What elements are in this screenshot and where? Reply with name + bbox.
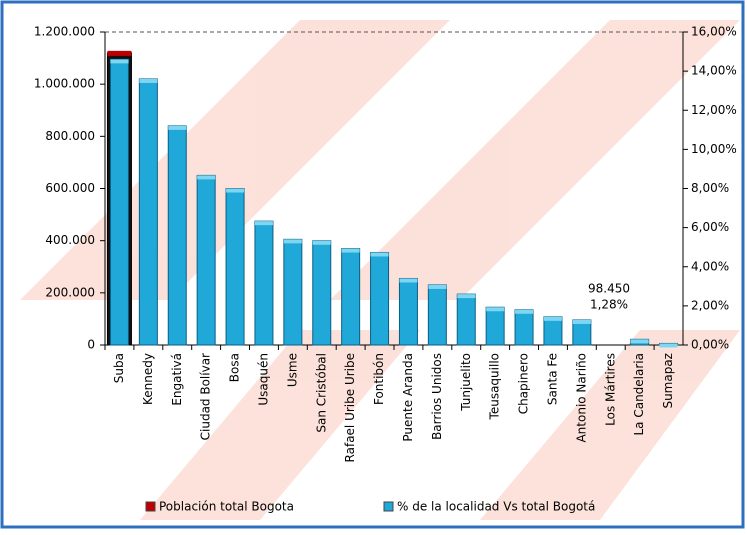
legend-swatch — [145, 501, 156, 512]
bar — [167, 125, 187, 346]
bar-top — [312, 240, 331, 245]
x-tick-label: Rafael Uribe Uribe — [343, 353, 357, 462]
x-tick-label: Suba — [112, 353, 126, 383]
bar-top — [110, 59, 129, 64]
bar — [427, 284, 447, 346]
bar — [312, 240, 332, 346]
y-tick-label: 1.000.000 — [34, 77, 95, 91]
y2-tick-label: 6,00% — [691, 220, 729, 234]
bar-top — [630, 339, 649, 344]
y2-tick-label: 14,00% — [691, 64, 737, 78]
y2-tick-label: 10,00% — [691, 142, 737, 156]
x-tick-label: Sumapaz — [661, 353, 675, 409]
bar — [341, 248, 361, 346]
y2-tick-label: 12,00% — [691, 103, 737, 117]
bar-top — [486, 307, 505, 312]
x-tick-label: Bosa — [228, 353, 242, 382]
y2-tick-label: 0,00% — [691, 338, 729, 352]
y-tick-label: 0 — [87, 338, 95, 352]
x-tick-label: Barrios Unidos — [430, 353, 444, 440]
x-tick-label: Chapinero — [517, 353, 531, 414]
x-tick-label: Usaquén — [256, 353, 270, 406]
x-tick-label: Kennedy — [141, 353, 155, 405]
bar — [109, 58, 129, 346]
bar — [543, 316, 563, 346]
x-tick-label: Teusaquillo — [488, 353, 502, 420]
bar — [225, 188, 245, 346]
x-tick-label: Antonio Nariño — [574, 353, 588, 443]
y-tick-label: 600.000 — [45, 181, 95, 195]
bar — [254, 220, 274, 346]
bar-top — [283, 239, 302, 244]
annotation: 1,28% — [590, 298, 628, 312]
y2-tick-label: 4,00% — [691, 259, 729, 273]
legend-label: % de la localidad Vs total Bogotá — [397, 500, 595, 514]
legend-label: Población total Bogota — [159, 500, 294, 514]
annotation: 98.450 — [588, 282, 630, 296]
y2-tick-label: 2,00% — [691, 298, 729, 312]
bar-top — [341, 248, 360, 253]
bar — [138, 78, 158, 346]
y-tick-label: 1.200.000 — [34, 25, 95, 39]
x-tick-label: Puente Aranda — [401, 353, 415, 442]
x-tick-label: Tunjuelito — [459, 353, 473, 412]
bar — [514, 309, 534, 346]
y2-tick-label: 8,00% — [691, 181, 729, 195]
bar-top — [572, 319, 591, 324]
bar — [485, 306, 505, 346]
bar-top — [543, 316, 562, 321]
x-tick-label: Engativá — [170, 353, 184, 406]
bar — [456, 293, 476, 346]
bar-top — [428, 284, 447, 289]
x-tick-label: La Candelaria — [632, 353, 646, 436]
bar-top — [168, 125, 187, 130]
legend-swatch — [383, 501, 394, 512]
x-tick-label: Ciudad Bolívar — [199, 353, 213, 440]
bar-top — [197, 175, 216, 180]
bar-top — [399, 278, 418, 283]
x-tick-label: Usme — [285, 353, 299, 387]
x-tick-label: San Cristóbal — [314, 353, 328, 433]
bar-top — [139, 78, 158, 83]
bar-top — [659, 343, 678, 348]
bar-top — [254, 221, 273, 226]
bar — [196, 174, 216, 346]
bar-top — [515, 309, 534, 314]
bar-top — [226, 188, 245, 193]
bar-top — [457, 294, 476, 299]
y-tick-label: 400.000 — [45, 233, 95, 247]
x-tick-label: Santa Fe — [545, 353, 559, 405]
x-tick-label: Los Mártires — [603, 353, 617, 426]
bar — [370, 251, 390, 346]
x-tick-label: Fontibón — [372, 353, 386, 405]
y2-tick-label: 16,00% — [691, 25, 737, 39]
y-tick-label: 200.000 — [45, 285, 95, 299]
bar-top — [370, 252, 389, 257]
bar — [398, 277, 418, 346]
bar — [283, 238, 303, 346]
y-tick-label: 800.000 — [45, 129, 95, 143]
bar-cap — [107, 50, 132, 56]
